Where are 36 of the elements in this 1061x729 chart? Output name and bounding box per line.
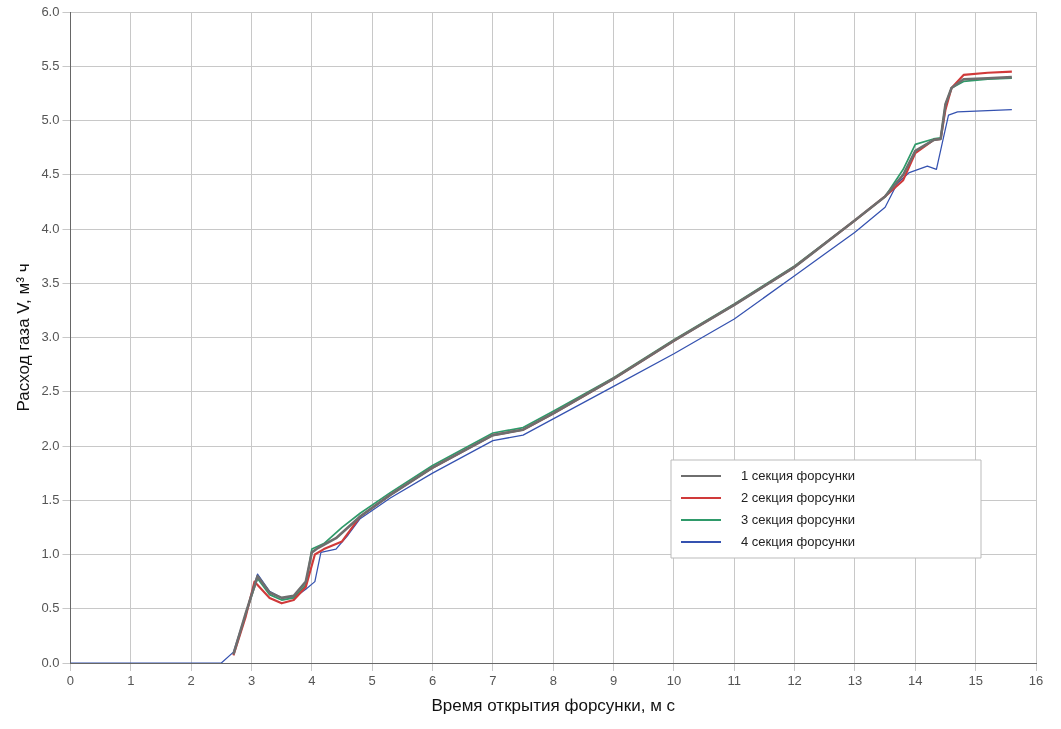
x-tick-label: 0 [66,673,75,689]
y-tick-label: 2.5 [41,383,60,399]
y-tick-label: 0.0 [41,654,60,670]
y-tick-label: 5.5 [41,57,60,73]
y-tick-label: 3.5 [41,274,60,290]
legend-label: 4 секция форсунки [741,533,855,549]
x-tick-label: 16 [1028,673,1044,689]
y-tick-label: 1.5 [41,491,60,507]
y-tick-label: 0.5 [41,600,60,616]
y-tick-label: 2.0 [41,437,60,453]
x-tick-label: 2 [187,673,195,689]
x-tick-label: 13 [847,673,863,689]
y-axis-title: Расход газа V, м³ ч [13,263,33,412]
y-tick-label: 1.0 [41,546,60,562]
y-tick-label: 6.0 [41,3,60,19]
x-tick-label: 14 [908,673,923,689]
x-tick-label: 4 [308,673,316,689]
x-tick-label: 9 [609,673,618,689]
x-tick-label: 10 [666,673,682,689]
y-tick-label: 5.0 [41,112,60,128]
x-tick-label: 11 [727,673,742,689]
x-tick-label: 15 [968,673,983,689]
y-tick-label: 4.5 [41,166,60,182]
legend-label: 2 секция форсунки [741,489,855,505]
x-tick-label: 5 [368,673,376,689]
x-tick-label: 6 [428,673,437,689]
x-tick-label: 12 [787,673,802,689]
x-tick-label: 1 [127,673,135,689]
x-tick-label: 3 [247,673,256,689]
legend-label: 3 секция форсунки [741,511,855,527]
x-tick-label: 8 [549,673,557,689]
y-tick-label: 3.0 [41,329,60,345]
legend-label: 1 секция форсунки [741,467,855,483]
x-tick-label: 7 [489,673,497,689]
y-tick-label: 4.0 [41,220,60,236]
x-axis-title: Время открытия форсунки, м с [431,696,676,716]
